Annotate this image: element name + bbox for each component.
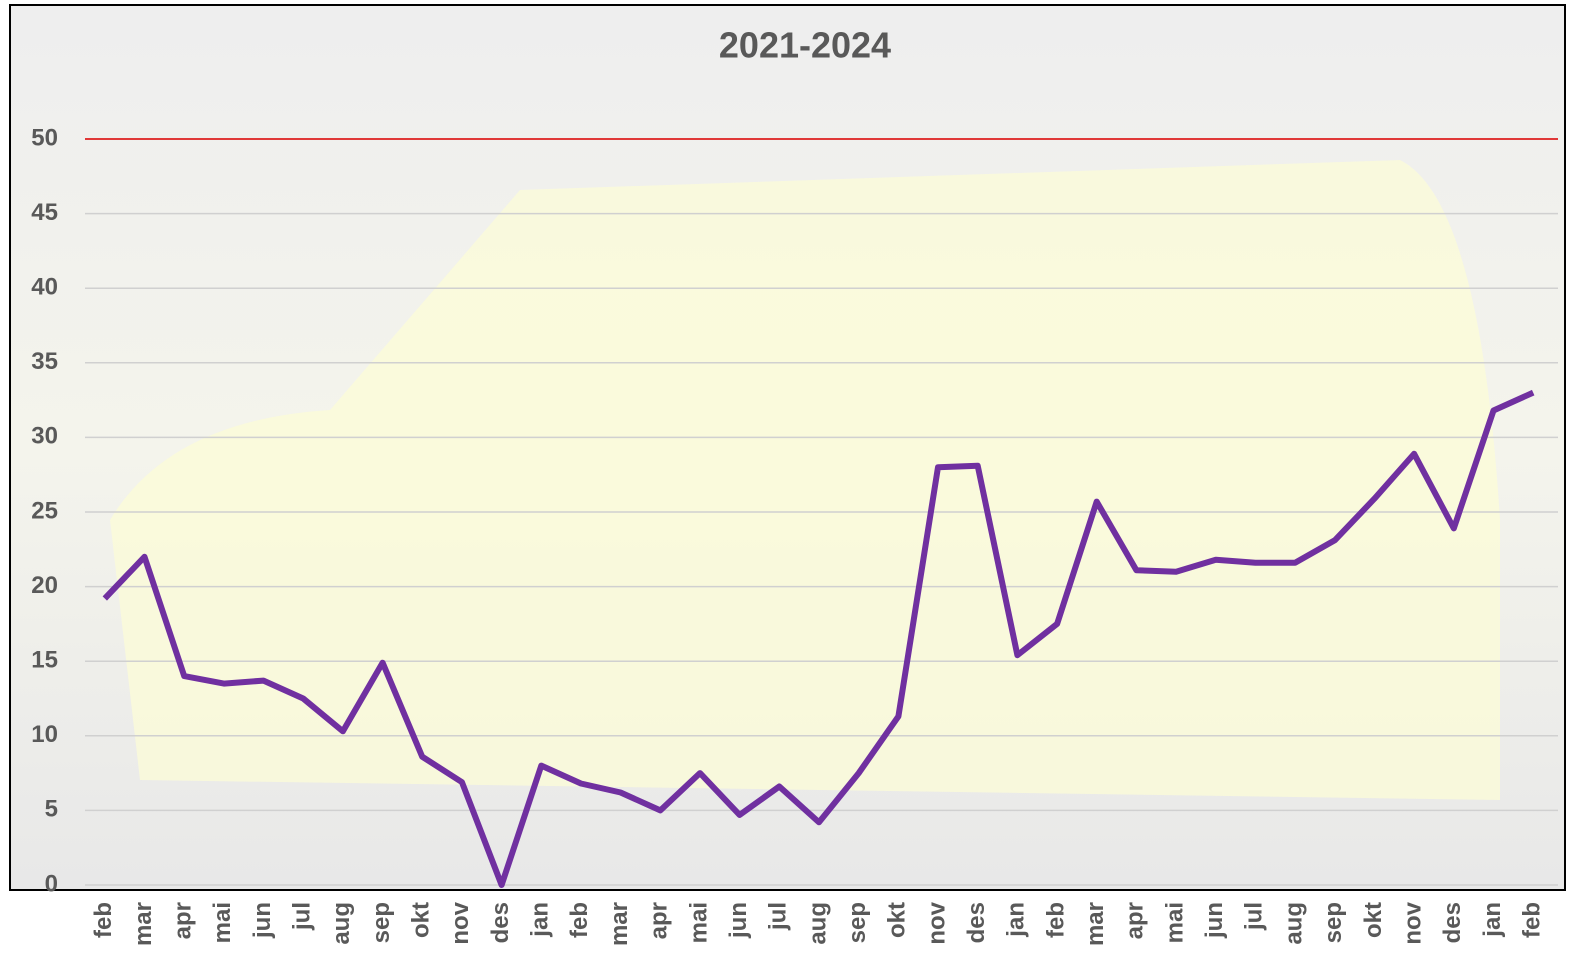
x-tick-label: okt: [884, 902, 911, 938]
x-tick-label: mai: [209, 902, 236, 943]
x-tick-label: apr: [646, 902, 673, 939]
x-tick-label: apr: [1122, 902, 1149, 939]
y-tick-label: 35: [31, 348, 58, 375]
x-tick-label: feb: [566, 902, 593, 938]
x-tick-label: okt: [408, 902, 435, 938]
y-tick-label: 30: [31, 423, 58, 450]
y-tick-label: 25: [31, 497, 58, 524]
x-tick-label: jul: [1241, 902, 1268, 931]
x-tick-label: aug: [328, 902, 355, 945]
x-tick-label: sep: [844, 902, 871, 943]
y-tick-label: 15: [31, 647, 58, 674]
x-tick-label: jul: [765, 902, 792, 931]
x-tick-label: mar: [606, 902, 633, 946]
x-tick-label: sep: [368, 902, 395, 943]
x-tick-label: aug: [1280, 902, 1307, 945]
x-tick-label: mai: [685, 902, 712, 943]
y-tick-label: 50: [31, 124, 58, 151]
y-tick-label: 5: [45, 796, 58, 823]
x-tick-label: nov: [1399, 901, 1426, 944]
x-tick-label: jan: [1479, 902, 1506, 938]
y-tick-label: 45: [31, 199, 58, 226]
x-tick-label: des: [487, 902, 514, 943]
x-tick-label: aug: [804, 902, 831, 945]
x-tick-label: mar: [1082, 902, 1109, 946]
x-tick-label: jun: [249, 902, 276, 939]
x-tick-label: feb: [1519, 902, 1546, 938]
x-tick-label: feb: [1042, 902, 1069, 938]
y-tick-label: 20: [31, 572, 58, 599]
x-tick-label: jan: [1003, 902, 1030, 938]
chart: 2021-2024 05101520253035404550febmaraprm…: [0, 0, 1582, 969]
x-tick-label: jun: [725, 902, 752, 939]
x-tick-label: apr: [170, 902, 197, 939]
x-tick-label: nov: [923, 901, 950, 944]
page: {"chart_data": {"type": "line", "title":…: [0, 0, 1582, 969]
x-tick-label: okt: [1360, 902, 1387, 938]
y-tick-label: 40: [31, 274, 58, 301]
x-tick-label: feb: [90, 902, 117, 938]
x-tick-label: jun: [1201, 902, 1228, 939]
x-tick-label: des: [1439, 902, 1466, 943]
y-tick-label: 10: [31, 721, 58, 748]
chart-title: 2021-2024: [719, 25, 891, 66]
x-tick-label: jan: [527, 902, 554, 938]
x-tick-label: mai: [1161, 902, 1188, 943]
x-tick-label: des: [963, 902, 990, 943]
x-tick-label: jul: [289, 902, 316, 931]
x-tick-label: sep: [1320, 902, 1347, 943]
y-tick-label: 0: [45, 870, 58, 897]
x-tick-label: mar: [130, 902, 157, 946]
x-tick-label: nov: [447, 901, 474, 944]
